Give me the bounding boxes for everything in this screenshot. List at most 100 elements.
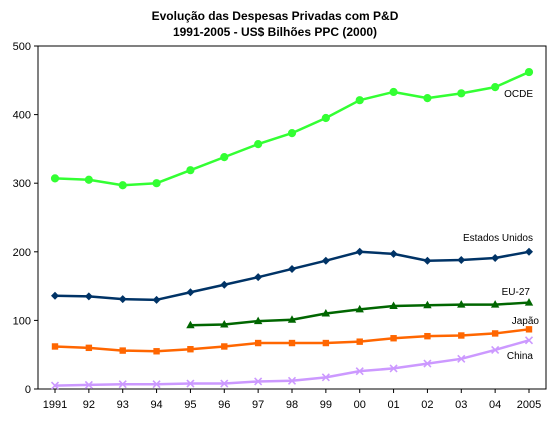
data-point-ocde [321,113,330,123]
series-label-jap-o: Japão [512,316,540,327]
data-point-ocde [524,67,534,77]
data-point-eu-27 [457,300,466,308]
data-point-jap-o [390,335,397,342]
data-point-eu-27 [253,316,263,325]
x-tick-label: 03 [455,399,467,411]
data-point-china [118,380,127,389]
x-tick-label: 97 [252,399,264,411]
x-tick-label: 98 [286,399,298,411]
data-point-china [186,379,195,388]
data-point-ocde [84,175,93,184]
data-point-eu-27 [287,315,297,323]
data-point-jap-o [221,343,228,350]
data-point-eu-27 [490,300,500,308]
x-tick-label: 96 [218,399,230,411]
data-point-china [287,376,297,385]
data-point-jap-o [153,348,160,355]
data-point-estados-unidos [254,273,263,282]
data-point-estados-unidos [51,291,59,300]
y-tick-label: 200 [13,247,31,259]
x-tick-label: 1991 [43,399,67,411]
data-point-estados-unidos [186,288,195,297]
data-point-estados-unidos [457,256,466,265]
data-point-china [254,377,263,386]
x-tick-label: 00 [354,399,366,411]
y-tick-label: 0 [25,384,31,396]
data-point-jap-o [119,347,126,354]
data-point-ocde [118,181,127,190]
data-point-jap-o [85,344,93,352]
data-point-estados-unidos [220,280,229,289]
data-point-estados-unidos [389,249,398,258]
data-point-jap-o [491,330,499,337]
x-tick-label: 92 [83,399,95,411]
x-tick-label: 93 [117,399,129,411]
data-point-jap-o [51,343,59,350]
data-point-jap-o [424,332,431,340]
y-tick-label: 400 [13,110,31,122]
plot-area [37,45,547,390]
data-point-eu-27 [186,320,195,329]
data-point-eu-27 [389,301,398,309]
data-point-ocde [287,129,297,138]
data-point-ocde [355,96,364,105]
data-point-estados-unidos [152,295,161,304]
data-point-jap-o [254,339,262,347]
data-point-china [84,380,93,389]
y-tick-label: 500 [13,41,31,53]
x-tick-label: 99 [320,399,332,411]
data-point-china [389,364,398,373]
x-tick-label: 94 [150,399,162,411]
data-point-jap-o [288,339,296,347]
x-tick-label: 2005 [517,399,541,411]
data-point-estados-unidos [321,256,330,265]
data-point-estados-unidos [525,247,533,256]
data-point-china [321,373,330,382]
chart-title-line1: Evolução das Despesas Privadas com P&D [151,9,399,23]
data-point-jap-o [356,338,363,345]
data-point-china [220,379,229,388]
data-point-eu-27 [355,304,364,313]
data-point-ocde [220,153,229,162]
x-tick-label: 95 [184,399,196,411]
data-point-estados-unidos [423,256,432,265]
data-point-estados-unidos [491,253,500,262]
data-point-ocde [50,174,60,183]
data-point-china [423,359,432,368]
data-point-jap-o [187,346,194,353]
series-label-estados-unidos: Estados Unidos [463,233,533,244]
data-point-ocde [186,166,195,175]
series-label-eu-27: EU-27 [502,287,531,298]
y-tick-label: 100 [13,315,31,327]
data-point-eu-27 [321,309,331,317]
data-point-ocde [423,94,432,103]
data-point-estados-unidos [288,264,296,273]
data-point-estados-unidos [84,292,93,301]
data-point-jap-o [525,326,533,333]
data-point-eu-27 [220,320,229,328]
data-point-ocde [389,87,398,97]
x-tick-label: 04 [489,399,501,411]
data-point-ocde [457,89,466,98]
x-tick-label: 02 [421,399,433,411]
data-point-china [524,336,534,345]
chart-title-line2: 1991-2005 - US$ Bilhões PPC (2000) [172,25,378,39]
data-point-jap-o [322,339,330,347]
chart-title: Evolução das Despesas Privadas com P&D 1… [0,8,550,40]
x-tick-label: 01 [387,399,399,411]
data-point-jap-o [458,332,465,339]
data-point-estados-unidos [118,295,127,304]
data-point-china [457,354,466,363]
data-point-ocde [491,83,500,92]
data-point-china [491,345,500,354]
data-point-china [355,367,364,376]
series-label-ocde: OCDE [504,89,533,100]
data-point-eu-27 [423,300,432,309]
data-point-eu-27 [524,298,534,306]
data-point-china [50,381,60,390]
data-point-ocde [152,179,161,188]
data-point-china [152,380,161,389]
y-tick-label: 300 [13,178,31,190]
